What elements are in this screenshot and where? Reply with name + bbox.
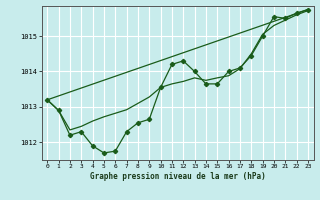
X-axis label: Graphe pression niveau de la mer (hPa): Graphe pression niveau de la mer (hPa)	[90, 172, 266, 181]
